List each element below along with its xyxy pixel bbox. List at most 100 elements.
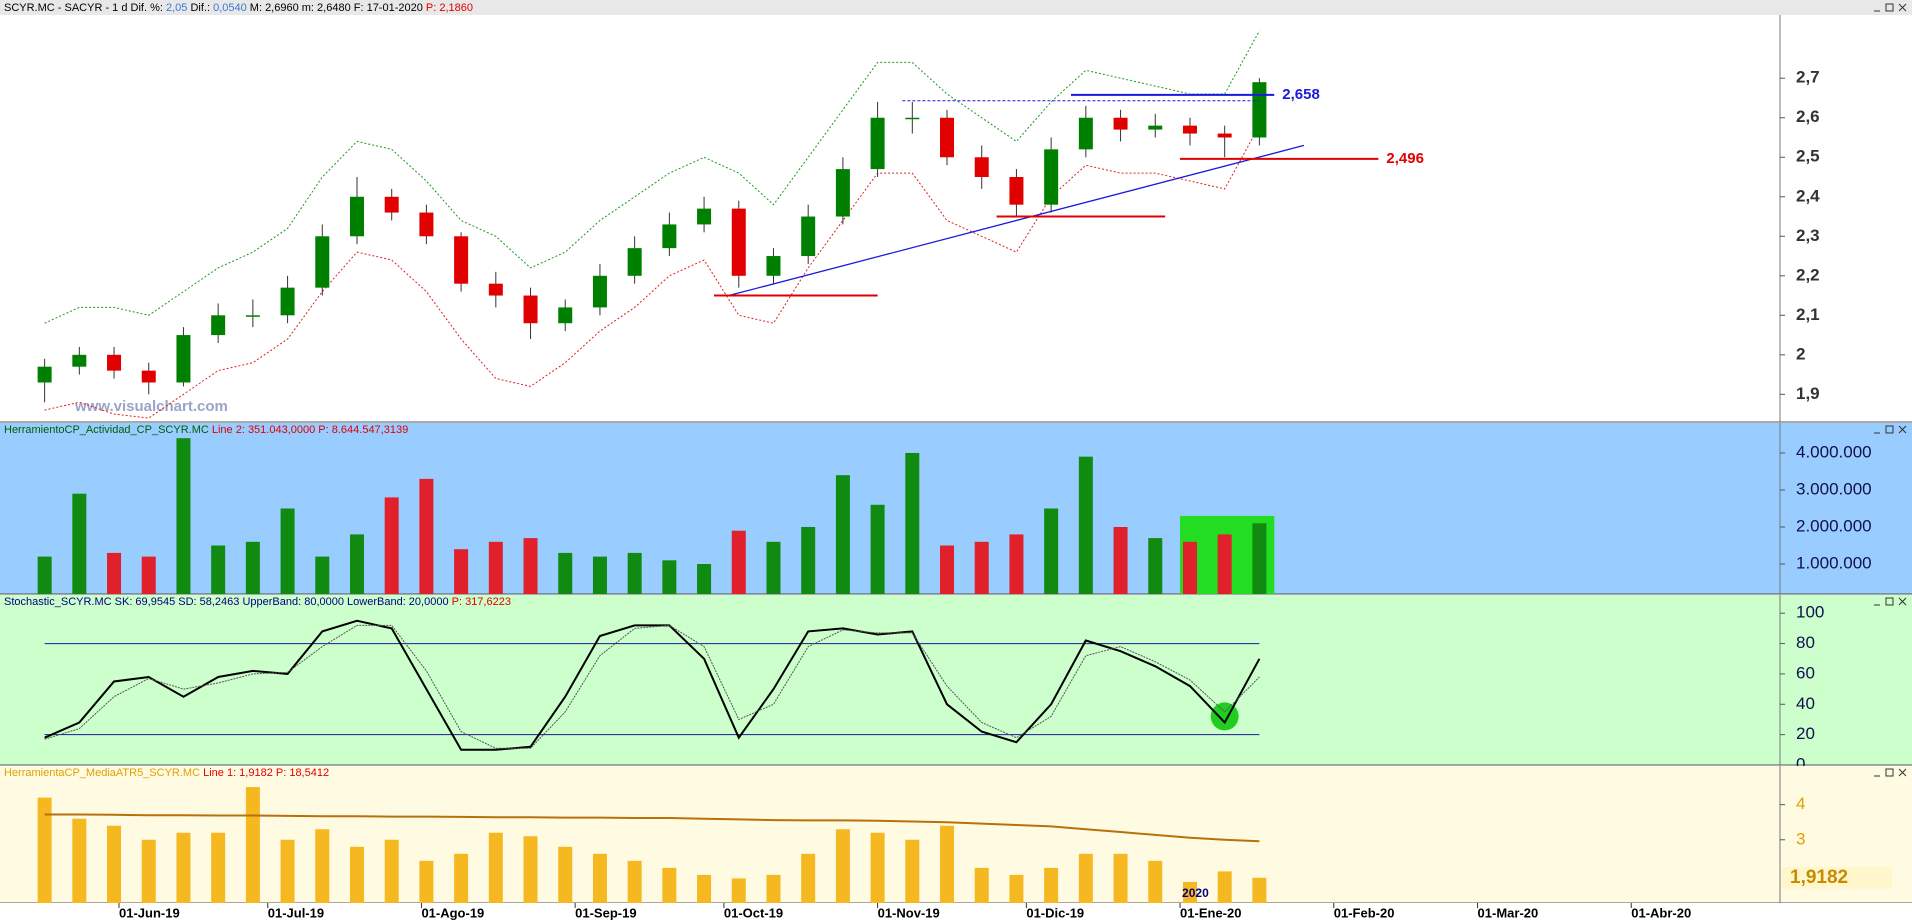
- bar: [801, 853, 816, 903]
- candle-body: [870, 117, 885, 170]
- candle-body: [72, 354, 87, 367]
- candle-body: [697, 208, 712, 225]
- last-value-box: [1782, 866, 1892, 889]
- bar: [558, 846, 573, 903]
- x-tick-label: 01-Abr-20: [1631, 905, 1691, 920]
- bar: [107, 552, 122, 594]
- bar: [835, 475, 850, 594]
- bar: [1044, 867, 1059, 903]
- x-tick-label: 01-Ago-19: [421, 905, 484, 920]
- bar: [1148, 860, 1163, 903]
- line-series: [44, 30, 1260, 324]
- header-part: Line 1: 1,9182 P: 18,5412: [203, 767, 329, 779]
- bar: [315, 556, 330, 594]
- bar: [1148, 538, 1163, 594]
- y-tick-label: 2,1: [1796, 305, 1820, 324]
- panel-header: HerramientaCP_MediaATR5_SCYR.MC Line 1: …: [4, 767, 329, 779]
- header-part: M: 2,6960 m: 2,6480 F: 17-01-2020: [247, 2, 426, 14]
- bar: [974, 541, 989, 594]
- bar: [801, 527, 816, 594]
- bar: [627, 552, 642, 594]
- bar: [72, 493, 87, 594]
- x-tick-label: 01-Sep-19: [575, 905, 636, 920]
- y-tick-label: 4: [1796, 794, 1805, 813]
- candle-body: [349, 196, 364, 237]
- window-controls[interactable]: [1874, 3, 1907, 12]
- y-tick-label: 40: [1796, 694, 1815, 713]
- x-tick-label: 01-Jul-19: [268, 905, 324, 920]
- y-tick-label: 1,9: [1796, 384, 1820, 403]
- bar: [523, 836, 538, 903]
- candle-body: [1044, 149, 1059, 205]
- bar: [141, 839, 156, 903]
- window-controls[interactable]: [1874, 425, 1907, 434]
- bar: [940, 545, 955, 594]
- bar: [315, 829, 330, 903]
- bar: [1182, 881, 1197, 903]
- bar: [870, 504, 885, 594]
- y-tick-label: 20: [1796, 724, 1815, 743]
- candle-body: [176, 335, 191, 383]
- y-tick-label: 3.000.000: [1796, 479, 1872, 498]
- header-part: Stochastic_SCYR.MC SK: 69,9545 SD: 58,24…: [4, 596, 452, 608]
- bar: [697, 874, 712, 903]
- candle-body: [141, 370, 156, 383]
- header-part: HerramientaCP_MediaATR5_SCYR.MC: [4, 767, 203, 779]
- candle-body: [245, 315, 260, 317]
- bar: [1252, 523, 1267, 594]
- bar: [211, 832, 226, 903]
- level-label: 2,496: [1386, 150, 1424, 167]
- candle-body: [315, 236, 330, 288]
- bar: [72, 818, 87, 903]
- window-controls[interactable]: [1874, 597, 1907, 606]
- bar: [662, 867, 677, 903]
- candle-body: [974, 157, 989, 178]
- x-tick-label: 01-Jun-19: [119, 905, 180, 920]
- line-series: [44, 813, 1260, 843]
- candle-body: [1252, 82, 1267, 138]
- bar: [731, 878, 746, 903]
- y-tick-label: 100: [1796, 603, 1824, 622]
- bar: [627, 860, 642, 903]
- trendline: [728, 144, 1305, 297]
- y-tick-label: 2,7: [1796, 68, 1820, 87]
- x-tick-label: 01-Ene-20: [1180, 905, 1241, 920]
- candle-body: [835, 169, 850, 217]
- candle-body: [107, 354, 122, 371]
- bar: [488, 832, 503, 903]
- bar: [1182, 541, 1197, 594]
- watermark: www.visualchart.com: [74, 398, 228, 415]
- bar: [141, 556, 156, 594]
- bar: [349, 846, 364, 903]
- y-tick-label: 0: [1796, 754, 1805, 773]
- candle-body: [419, 212, 434, 237]
- year-label: 2020: [1182, 886, 1209, 900]
- candle-body: [384, 196, 399, 213]
- candle-body: [1009, 177, 1024, 205]
- y-tick-label: 2,5: [1796, 147, 1820, 166]
- candle-body: [1182, 125, 1197, 134]
- y-tick-label: 2,3: [1796, 226, 1820, 245]
- bar: [697, 564, 712, 594]
- candle-body: [211, 315, 226, 336]
- bar: [523, 538, 538, 594]
- header-part: Dif.:: [187, 2, 213, 14]
- y-tick-label: 2,6: [1796, 107, 1820, 126]
- candle-body: [940, 117, 955, 158]
- bar: [940, 825, 955, 903]
- panel-header: HerramientoCP_Actividad_CP_SCYR.MC Line …: [4, 424, 408, 436]
- candle-body: [280, 287, 295, 316]
- window-controls[interactable]: [1874, 768, 1907, 777]
- bar: [280, 508, 295, 594]
- candle-body: [1217, 133, 1232, 138]
- x-tick-label: 01-Dic-19: [1026, 905, 1084, 920]
- candle-body: [766, 256, 781, 276]
- candle-body: [523, 295, 538, 324]
- bar: [454, 549, 469, 594]
- bar: [1044, 508, 1059, 594]
- bar: [211, 545, 226, 594]
- x-tick-label: 01-Feb-20: [1334, 905, 1395, 920]
- y-tick-label: 60: [1796, 663, 1815, 682]
- candle-body: [592, 275, 607, 308]
